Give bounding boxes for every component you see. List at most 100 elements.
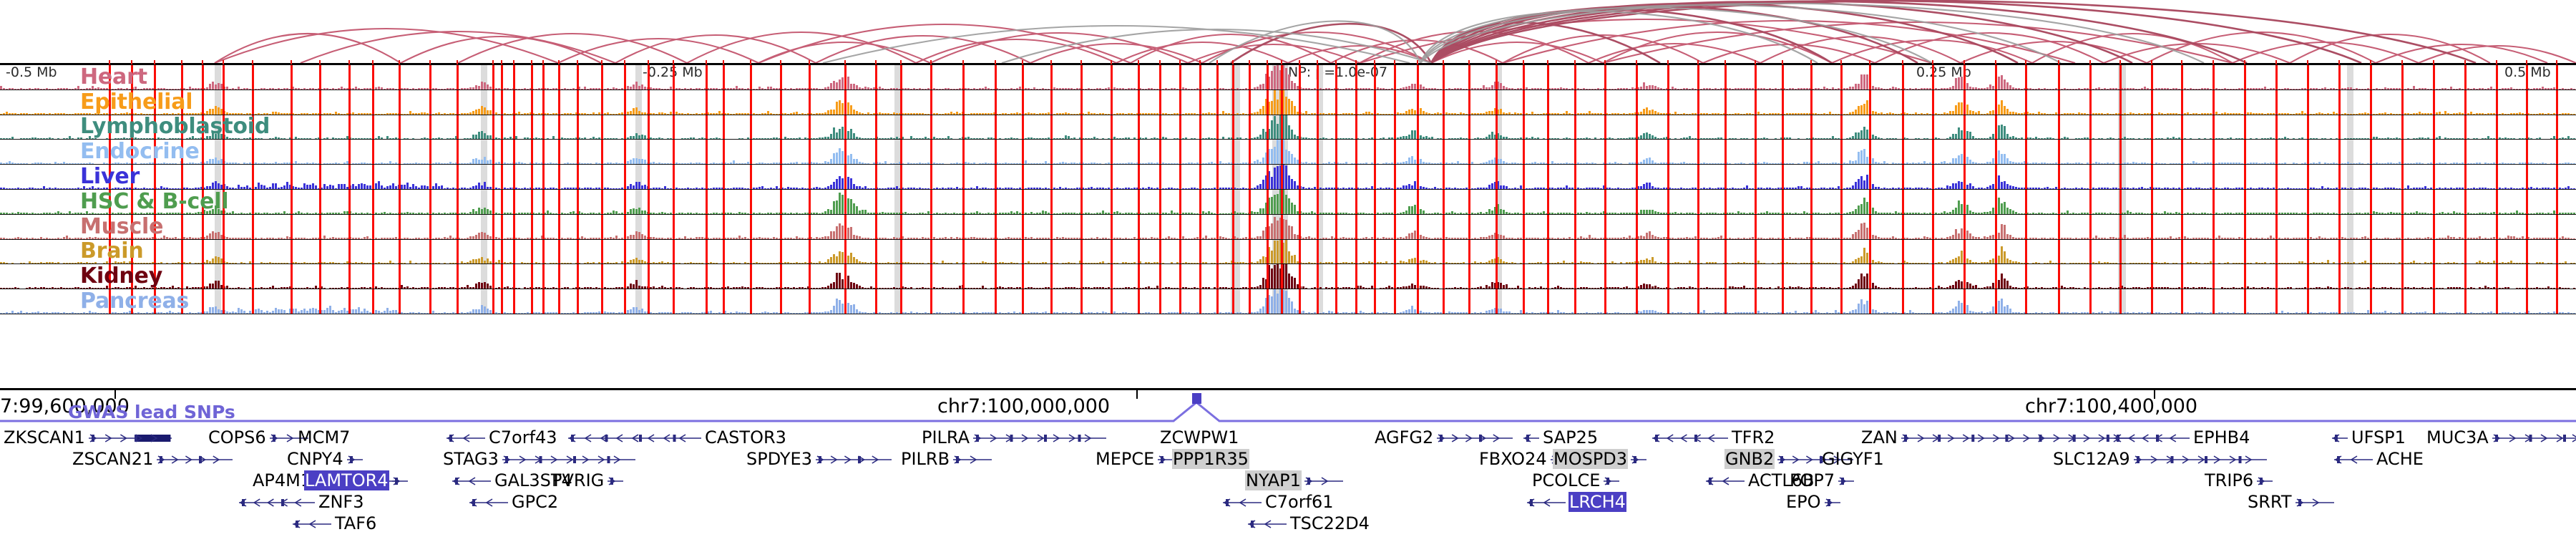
snp-tick[interactable] (1468, 140, 1471, 165)
snp-tick[interactable] (2181, 140, 2184, 165)
snp-tick[interactable] (1667, 90, 1670, 115)
snp-tick[interactable] (1604, 189, 1607, 214)
snp-tick[interactable] (1232, 214, 1235, 239)
snp-tick[interactable] (531, 214, 534, 239)
snp-tick[interactable] (1468, 90, 1471, 115)
snp-tick[interactable] (1080, 239, 1083, 264)
snp-tick[interactable] (2089, 289, 2092, 314)
snp-tick[interactable] (252, 90, 255, 115)
snp-tick[interactable] (1869, 90, 1872, 115)
snp-tick[interactable] (1317, 264, 1319, 289)
snp-tick[interactable] (1335, 115, 1338, 140)
snp-tick[interactable] (930, 264, 933, 289)
snp-tick[interactable] (1667, 115, 1670, 140)
snp-tick[interactable] (1299, 239, 1302, 264)
snp-tick[interactable] (1995, 115, 1998, 140)
snp-tick[interactable] (531, 90, 534, 115)
snp-tick[interactable] (1267, 189, 1269, 214)
snp-tick[interactable] (844, 289, 847, 314)
snp-tick[interactable] (252, 264, 255, 289)
gene-nyap1[interactable]: NYAP1 (1245, 470, 1346, 490)
snp-tick[interactable] (2526, 189, 2529, 214)
snp-tick[interactable] (181, 165, 184, 189)
snp-tick[interactable] (673, 214, 675, 239)
gene-actl6b[interactable]: ACTL6B (1703, 471, 1815, 490)
snp-tick[interactable] (291, 90, 293, 115)
snp-tick[interactable] (457, 140, 459, 165)
snp-tick[interactable] (723, 214, 726, 239)
snp-tick[interactable] (291, 239, 293, 264)
snp-tick[interactable] (1111, 189, 1113, 214)
snp-tick[interactable] (1179, 165, 1182, 189)
snp-tick[interactable] (1995, 214, 1998, 239)
snp-tick[interactable] (223, 189, 225, 214)
snp-tick[interactable] (399, 140, 401, 165)
snp-tick[interactable] (291, 189, 293, 214)
snp-tick[interactable] (1050, 90, 1053, 115)
snp-tick[interactable] (844, 115, 847, 140)
snp-tick[interactable] (1724, 239, 1727, 264)
snp-tick[interactable] (181, 189, 184, 214)
snp-tick[interactable] (2212, 214, 2215, 239)
snp-tick[interactable] (1080, 289, 1083, 314)
snp-tick[interactable] (223, 90, 225, 115)
snp-tick[interactable] (1782, 189, 1785, 214)
snp-tick[interactable] (1199, 90, 1202, 115)
snp-tick[interactable] (1355, 239, 1358, 264)
snp-tick[interactable] (601, 264, 604, 289)
snp-tick[interactable] (1317, 115, 1319, 140)
snp-tick[interactable] (531, 289, 534, 314)
snp-tick[interactable] (1869, 140, 1872, 165)
snp-tick[interactable] (1496, 189, 1498, 214)
snp-tick[interactable] (429, 239, 432, 264)
snp-tick[interactable] (513, 115, 516, 140)
snp-tick[interactable] (1443, 140, 1445, 165)
snp-tick[interactable] (457, 289, 459, 314)
snp-tick[interactable] (2275, 140, 2278, 165)
snp-tick[interactable] (1724, 289, 1727, 314)
snp-tick[interactable] (399, 165, 401, 189)
snp-tick[interactable] (531, 115, 534, 140)
snp-tick[interactable] (2556, 239, 2559, 264)
snp-tick[interactable] (2212, 115, 2215, 140)
snp-tick[interactable] (1547, 239, 1550, 264)
snp-tick[interactable] (1523, 90, 1526, 115)
snp-tick[interactable] (492, 239, 495, 264)
snp-tick[interactable] (962, 115, 965, 140)
snp-tick[interactable] (1810, 115, 1813, 140)
snp-tick[interactable] (930, 140, 933, 165)
snp-tick[interactable] (223, 289, 225, 314)
snp-tick[interactable] (2151, 239, 2154, 264)
snp-tick[interactable] (2338, 239, 2341, 264)
snp-tick[interactable] (1249, 140, 1252, 165)
snp-tick[interactable] (1667, 165, 1670, 189)
snp-tick[interactable] (844, 264, 847, 289)
snp-tick[interactable] (291, 214, 293, 239)
snp-tick[interactable] (1932, 115, 1935, 140)
snp-tick[interactable] (1963, 115, 1966, 140)
snp-tick[interactable] (2464, 189, 2467, 214)
snp-tick[interactable] (2370, 239, 2373, 264)
snp-tick[interactable] (1995, 289, 1998, 314)
snp-tick[interactable] (1138, 189, 1141, 214)
snp-tick[interactable] (1995, 189, 1998, 214)
snp-tick[interactable] (2275, 115, 2278, 140)
snp-tick[interactable] (2212, 140, 2215, 165)
snp-tick[interactable] (131, 239, 134, 264)
snp-tick[interactable] (1216, 90, 1219, 115)
snp-tick[interactable] (1697, 140, 1700, 165)
snp-tick[interactable] (962, 90, 965, 115)
snp-tick[interactable] (706, 115, 708, 140)
snp-tick[interactable] (1496, 115, 1498, 140)
snp-tick[interactable] (513, 214, 516, 239)
snp-tick[interactable] (1810, 214, 1813, 239)
gene-gal3st4[interactable]: GAL3ST4 (449, 471, 573, 490)
snp-tick[interactable] (2464, 140, 2467, 165)
snp-tick[interactable] (492, 165, 495, 189)
snp-tick[interactable] (1782, 214, 1785, 239)
snp-tick[interactable] (1724, 115, 1727, 140)
snp-tick[interactable] (109, 165, 112, 189)
snp-tick[interactable] (2307, 90, 2310, 115)
snp-tick[interactable] (1810, 289, 1813, 314)
snp-tick[interactable] (1547, 264, 1550, 289)
